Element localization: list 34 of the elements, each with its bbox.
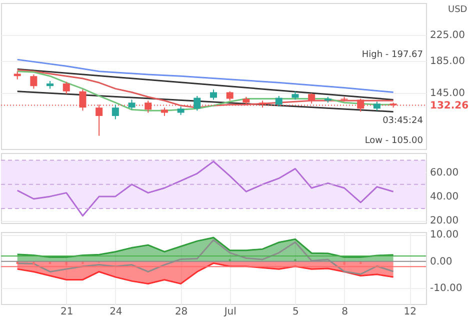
y-tick-label: 10.00: [430, 230, 459, 241]
x-tick-label: 12: [404, 306, 417, 318]
y-tick-label: 225.00: [430, 30, 465, 42]
line-series: [16, 160, 394, 217]
annotation: 03:45:24: [382, 116, 424, 126]
y-tick-label: -10.00: [430, 283, 462, 294]
candlestick: [226, 90, 234, 102]
candlestick: [30, 74, 38, 90]
candlestick: [112, 104, 119, 120]
x-tick-label: 5: [292, 306, 299, 318]
y-tick-label: 145.00: [430, 88, 465, 100]
x-tick-label: 28: [174, 306, 188, 318]
annotation: Low - 105.00: [364, 136, 424, 146]
candlestick: [308, 92, 316, 104]
candlestick: [210, 89, 217, 100]
y-axis-title: USD: [448, 5, 468, 15]
x-tick-label: Jul: [223, 306, 236, 318]
x-tick-label: 24: [110, 306, 122, 318]
y-tick-label: 0.00: [430, 256, 452, 268]
candlestick: [373, 101, 380, 112]
annotation: High - 197.67: [362, 50, 423, 60]
y-tick-label: 185.00: [430, 56, 465, 67]
line-series: [16, 58, 394, 93]
y-tick-label: 40.00: [430, 191, 459, 202]
candlestick: [62, 81, 70, 95]
x-tick-label: 8: [342, 306, 348, 318]
candlestick: [194, 95, 201, 112]
y-tick-label: 20.00: [430, 216, 459, 227]
y-tick-label: 60.00: [430, 167, 459, 178]
ref-line-label: 132.26: [430, 100, 469, 112]
candlestick: [79, 89, 86, 112]
candlestick: [275, 95, 282, 108]
x-tick-label: 21: [60, 306, 74, 318]
candlestick: [128, 99, 136, 110]
